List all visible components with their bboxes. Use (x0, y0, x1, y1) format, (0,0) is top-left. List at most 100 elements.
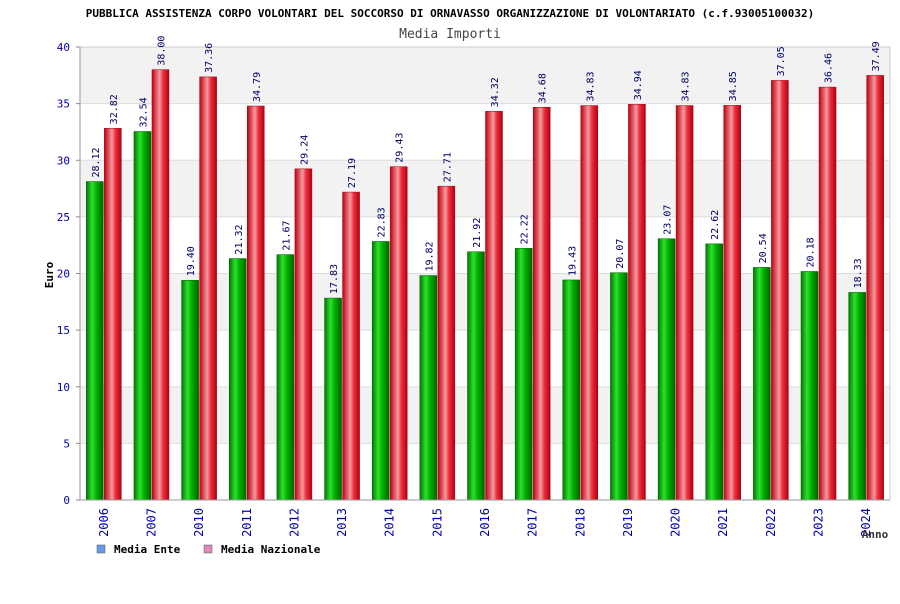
data-label: 37.05 (776, 46, 787, 76)
bar-media-nazionale (580, 105, 599, 501)
bar-media-nazionale (771, 80, 789, 501)
x-tick-label: 2023 (812, 508, 826, 537)
y-tick-label: 15 (57, 324, 70, 337)
data-label: 21.32 (234, 224, 245, 254)
data-label: 34.83 (585, 71, 596, 101)
data-label: 23.07 (663, 205, 674, 235)
bar-media-nazionale (104, 128, 122, 501)
x-tick-label: 2013 (335, 508, 349, 537)
bar-media-ente (419, 275, 438, 501)
data-label: 27.19 (347, 158, 358, 188)
bar-media-nazionale (532, 106, 551, 501)
bar-media-ente (371, 241, 390, 501)
x-tick-label: 2014 (383, 508, 397, 537)
bar-media-nazionale (199, 76, 217, 501)
bar-media-nazionale (818, 86, 837, 501)
data-label: 38.00 (156, 36, 167, 66)
data-label: 19.43 (567, 246, 578, 276)
bar-media-ente (610, 272, 628, 501)
bar-media-ente (657, 238, 676, 501)
data-label: 29.43 (395, 133, 406, 163)
bar-media-nazionale (247, 105, 265, 501)
legend-label: Media Ente (114, 543, 181, 556)
y-tick-label: 30 (57, 154, 70, 167)
bar-media-nazionale (723, 105, 741, 501)
data-label: 34.68 (538, 73, 549, 103)
bar-media-ente (514, 248, 533, 501)
data-label: 34.94 (633, 70, 644, 100)
bar-media-ente (705, 243, 723, 501)
bar-media-ente (133, 131, 152, 501)
y-tick-label: 25 (57, 211, 70, 224)
bar-media-ente (848, 292, 866, 501)
bar-media-ente (86, 181, 104, 501)
legend: Media Ente Media Nazionale (96, 543, 321, 556)
data-label: 27.71 (442, 152, 453, 182)
data-label: 32.54 (138, 97, 149, 127)
y-axis-label: Euro (43, 261, 56, 288)
x-tick-label: 2021 (716, 508, 730, 537)
data-label: 17.83 (329, 264, 340, 294)
x-tick-label: 2010 (192, 508, 206, 537)
data-label: 22.22 (520, 214, 531, 244)
bar-media-nazionale (675, 105, 694, 501)
legend-label: Media Nazionale (221, 543, 321, 556)
x-tick-label: 2006 (97, 508, 111, 537)
bar-media-ente (181, 280, 199, 501)
x-tick-label: 2020 (669, 508, 683, 537)
data-label: 36.46 (824, 53, 835, 83)
data-label: 19.82 (424, 241, 435, 271)
bar-media-nazionale (342, 191, 360, 501)
bar-media-ente (276, 254, 295, 501)
x-tick-label: 2019 (621, 508, 635, 537)
y-tick-label: 20 (57, 268, 70, 281)
data-label: 37.49 (871, 41, 882, 71)
data-label: 28.12 (91, 147, 102, 177)
x-tick-label: 2015 (430, 508, 444, 537)
data-label: 29.24 (299, 135, 310, 165)
data-label: 20.07 (615, 239, 626, 269)
x-tick-label: 2016 (478, 508, 492, 537)
x-tick-label: 2017 (526, 508, 540, 537)
data-label: 18.33 (853, 258, 864, 288)
x-tick-label: 2024 (859, 508, 873, 537)
bar-media-ente (324, 297, 342, 501)
data-label: 21.67 (281, 220, 292, 250)
data-label: 34.85 (728, 71, 739, 101)
data-label: 32.82 (109, 94, 120, 124)
data-label: 22.62 (710, 210, 721, 240)
data-label: 34.79 (252, 72, 263, 102)
x-tick-label: 2012 (287, 508, 301, 537)
y-tick-label: 40 (57, 41, 70, 54)
data-labels: 28.12 32.82 32.54 38.00 19.40 37.36 21.32 34.79… (91, 36, 882, 295)
axes: 0 5 10 15 20 25 30 35 40 2006 2007 2010 2011 2012 2013… (57, 41, 890, 537)
data-label: 20.18 (806, 237, 817, 267)
x-tick-label: 2018 (573, 508, 587, 537)
bar-media-nazionale (151, 69, 170, 501)
bar-media-nazionale (294, 168, 313, 501)
chart-title: PUBBLICA ASSISTENZA CORPO VOLONTARI DEL … (86, 7, 814, 20)
bar-media-nazionale (389, 166, 408, 501)
bar-media-nazionale (437, 185, 456, 501)
bar-media-nazionale (485, 111, 503, 501)
data-label: 34.32 (490, 77, 501, 107)
data-label: 34.83 (681, 71, 692, 101)
bar-media-ente (562, 279, 581, 501)
data-label: 37.36 (204, 43, 215, 73)
bar-media-nazionale (628, 104, 646, 501)
bar-media-nazionale (866, 75, 884, 501)
bars (86, 69, 884, 501)
bar-media-ente (467, 251, 485, 501)
data-label: 21.92 (472, 218, 483, 248)
bar-media-ente (753, 267, 771, 501)
data-label: 20.54 (758, 233, 769, 263)
legend-swatch (203, 544, 213, 554)
x-tick-label: 2007 (144, 508, 158, 537)
x-axis-label: Anno (862, 528, 889, 541)
y-tick-label: 0 (63, 494, 70, 507)
bar-media-ente (800, 271, 819, 501)
y-tick-label: 10 (57, 381, 70, 394)
chart-subtitle: Media Importi (399, 27, 501, 42)
x-tick-label: 2011 (240, 508, 254, 537)
